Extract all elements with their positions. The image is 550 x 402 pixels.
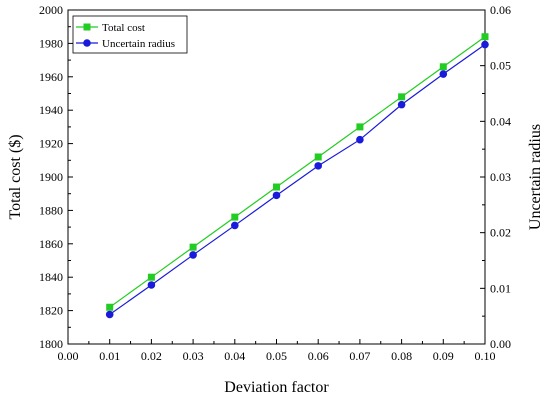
data-point-uncertain-radius [356,135,364,144]
data-point-total-cost [439,63,447,71]
x-tick-label: 0.08 [391,349,412,363]
data-point-uncertain-radius [105,310,114,319]
right-y-tick-label: 0.02 [490,226,511,240]
right-y-tick-label: 0.05 [490,59,511,73]
series-line-uncertain-radius [109,44,486,315]
right-y-tick-label: 0.04 [490,114,511,128]
left-y-tick-label: 1940 [39,103,63,117]
right-y-tick-label: 0.06 [490,3,511,17]
x-tick-label: 0.04 [224,349,245,363]
data-point-uncertain-radius [397,100,406,109]
data-point-total-cost [106,303,114,311]
x-tick-label: 0.06 [308,349,329,363]
left-y-tick-label: 1800 [39,337,63,351]
left-y-tick-label: 2000 [39,3,63,17]
data-point-total-cost [314,153,322,161]
left-y-tick-label: 1920 [39,137,63,151]
data-point-total-cost [147,273,155,281]
right-y-tick-label: 0.01 [490,281,511,295]
legend-marker-total-cost [83,23,91,31]
data-point-total-cost [481,33,489,41]
data-point-uncertain-radius [147,281,156,289]
left-y-tick-label: 1960 [39,70,63,84]
x-tick-label: 0.00 [58,349,79,363]
left-y-axis-title: Total cost ($) [7,134,24,219]
x-tick-label: 0.05 [266,349,287,363]
legend-box [72,15,188,54]
left-y-tick-label: 1860 [39,237,63,251]
legend: Total cost Uncertain radius [72,15,188,54]
right-y-axis-title: Uncertain radius [527,124,544,230]
x-tick-label: 0.02 [141,349,162,363]
left-y-tick-label: 1980 [39,36,63,50]
series-layer [105,33,489,319]
x-tick-label: 0.07 [349,349,370,363]
plot-frame [67,9,486,345]
data-point-uncertain-radius [439,70,448,78]
data-point-uncertain-radius [481,40,489,49]
data-point-total-cost [398,93,406,101]
right-y-tick-label: 0.03 [490,170,511,184]
data-point-total-cost [356,123,364,131]
left-y-tick-label: 1840 [39,270,63,284]
data-point-uncertain-radius [231,221,239,230]
x-tick-label: 0.09 [433,349,454,363]
left-y-tick-label: 1820 [39,304,63,318]
data-point-total-cost [231,213,239,221]
right-y-tick-label: 0.00 [490,337,511,351]
data-point-total-cost [273,183,280,191]
x-axis-title: Deviation factor [224,379,329,396]
series-line-total-cost [109,36,486,308]
legend-marker-uncertain-radius [83,39,91,47]
axis-ticks: 0.00 0.01 0.02 0.03 0.04 0.05 0.06 0.07 0.08 0.09… [39,3,511,363]
left-y-tick-label: 1880 [39,203,63,217]
data-point-uncertain-radius [314,162,323,170]
data-point-uncertain-radius [272,191,281,200]
legend-label-uncertain-radius: Uncertain radius [102,38,175,50]
legend-label-total-cost: Total cost [102,22,145,34]
x-tick-label: 0.01 [99,349,120,363]
data-point-uncertain-radius [189,251,197,259]
left-y-tick-label: 1900 [39,170,63,184]
data-point-total-cost [189,243,197,251]
x-tick-label: 0.10 [475,349,496,363]
x-tick-label: 0.03 [183,349,204,363]
